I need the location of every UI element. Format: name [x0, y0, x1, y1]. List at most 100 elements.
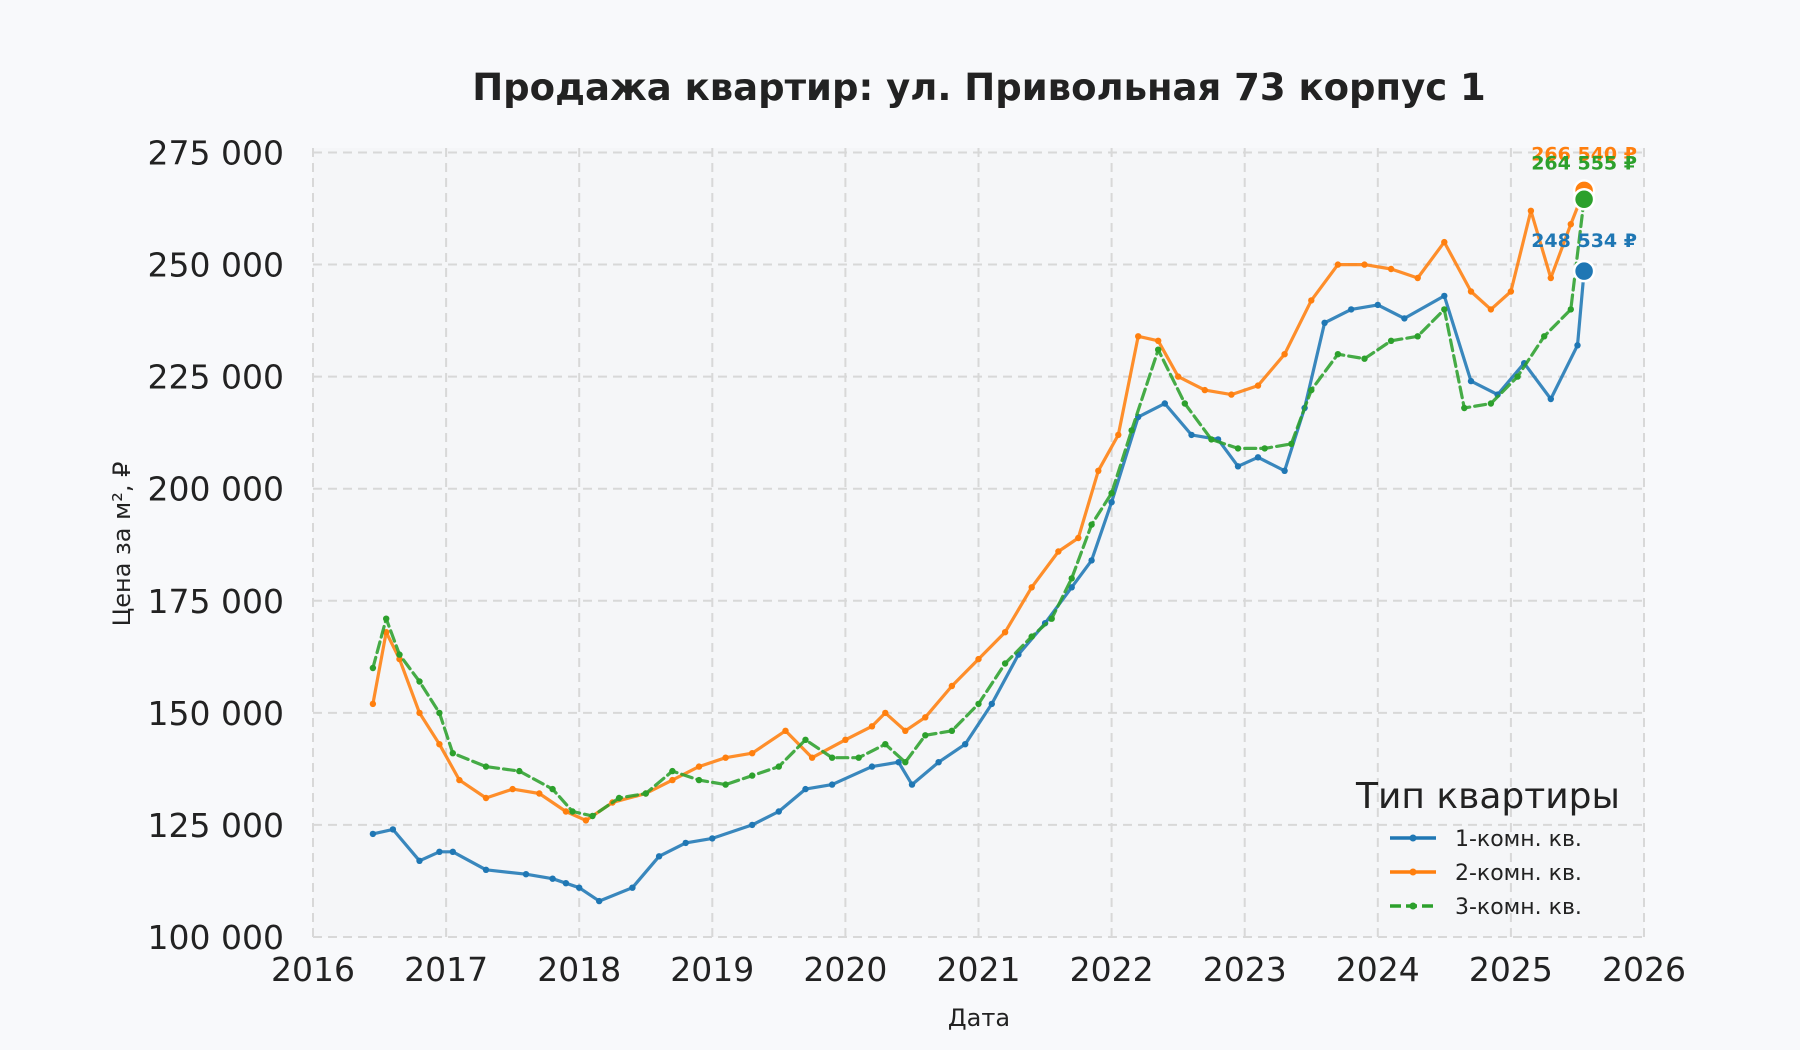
legend-items: 1-комн. кв. 2-комн. кв. 3-комн. кв. [1390, 827, 1582, 920]
data-point [1541, 333, 1548, 340]
data-point [1234, 463, 1242, 470]
data-point [629, 884, 636, 891]
legend-label-3: 3-комн. кв. [1455, 895, 1582, 920]
data-point [948, 727, 956, 734]
data-point [749, 821, 756, 829]
data-point [828, 781, 836, 788]
data-point [922, 714, 929, 721]
data-point [808, 754, 816, 761]
data-point [596, 897, 603, 905]
data-point [1155, 346, 1162, 353]
data-point [1401, 315, 1408, 322]
data-point [802, 736, 809, 743]
data-point [749, 750, 756, 757]
data-point [962, 741, 969, 748]
data-point [1108, 499, 1115, 506]
data-point [383, 615, 390, 622]
data-point [1361, 261, 1368, 268]
data-point [1374, 301, 1382, 309]
data-point [1254, 382, 1262, 389]
data-point [369, 664, 377, 672]
x-tick-label: 2023 [1203, 950, 1287, 989]
data-point [1547, 395, 1555, 403]
data-point [369, 700, 377, 708]
data-point [1068, 575, 1075, 582]
data-point [1161, 400, 1169, 407]
data-point [1574, 342, 1581, 349]
data-point [1001, 660, 1009, 667]
data-point [1308, 297, 1315, 304]
data-point [842, 736, 849, 743]
data-point [695, 763, 703, 770]
data-point [1567, 306, 1575, 313]
end-point-marker [1572, 259, 1596, 283]
data-point [482, 763, 490, 770]
x-tick-label: 2022 [1070, 950, 1154, 989]
legend-title: Тип квартиры [1355, 776, 1620, 817]
data-point [1055, 548, 1062, 555]
data-point [828, 754, 836, 761]
end-points: 248 534 ₽ 266 540 ₽264 555 ₽ [1531, 143, 1637, 283]
data-point [1487, 306, 1495, 313]
data-point [709, 835, 716, 842]
data-point [436, 848, 443, 855]
x-tick-label: 2020 [803, 950, 887, 989]
data-point [1181, 400, 1189, 407]
data-point [902, 759, 909, 766]
y-tick-label: 175 000 [148, 582, 284, 621]
data-point [549, 785, 556, 793]
axes: 2016 2017 2018 2019 2020 2021 2022 2023 2024 2025… [148, 133, 1686, 989]
data-point [1414, 274, 1421, 282]
data-point [576, 884, 583, 891]
data-point [509, 785, 516, 793]
data-point [722, 781, 729, 788]
legend-marker-3 [1409, 902, 1417, 910]
x-tick-label: 2018 [537, 950, 621, 989]
data-point [1088, 521, 1095, 528]
data-point [1188, 431, 1195, 439]
data-point [1088, 557, 1095, 564]
end-value-label: 264 555 ₽ [1531, 152, 1637, 174]
y-tick-label: 150 000 [148, 694, 284, 733]
x-tick-label: 2016 [271, 950, 355, 989]
data-point [1281, 351, 1288, 358]
data-point [895, 759, 902, 766]
data-point [669, 767, 676, 775]
data-point [775, 808, 782, 815]
y-axis-label: Цена за м², ₽ [108, 462, 136, 627]
end-point-marker [1572, 188, 1596, 211]
data-point [1567, 221, 1575, 228]
data-point [695, 776, 703, 784]
data-point [416, 857, 423, 864]
data-point [436, 741, 443, 748]
data-point [482, 866, 490, 873]
data-point [868, 763, 876, 770]
data-point [1281, 467, 1288, 474]
data-point [669, 776, 676, 784]
data-point [655, 853, 663, 860]
data-point [416, 678, 423, 685]
data-point [882, 741, 889, 748]
data-point [1115, 431, 1122, 439]
data-point [1028, 584, 1035, 591]
y-tick-label: 225 000 [148, 358, 284, 397]
data-point [1387, 265, 1395, 273]
y-tick-label: 125 000 [148, 806, 284, 845]
data-point [722, 754, 729, 761]
grid [312, 148, 1645, 938]
data-point [988, 700, 995, 708]
x-axis-label: Дата [948, 1004, 1010, 1032]
data-point [882, 709, 889, 717]
data-point [582, 817, 590, 824]
end-value-label: 248 534 ₽ [1531, 230, 1637, 252]
x-tick-label: 2019 [670, 950, 754, 989]
data-point [536, 790, 543, 797]
data-point [935, 759, 942, 766]
x-tick-label: 2026 [1602, 950, 1686, 989]
data-point [1288, 440, 1295, 448]
data-point [1334, 351, 1342, 358]
data-point [522, 871, 530, 878]
legend-marker-2 [1409, 868, 1417, 876]
data-point [569, 808, 576, 815]
data-point [1514, 373, 1521, 380]
